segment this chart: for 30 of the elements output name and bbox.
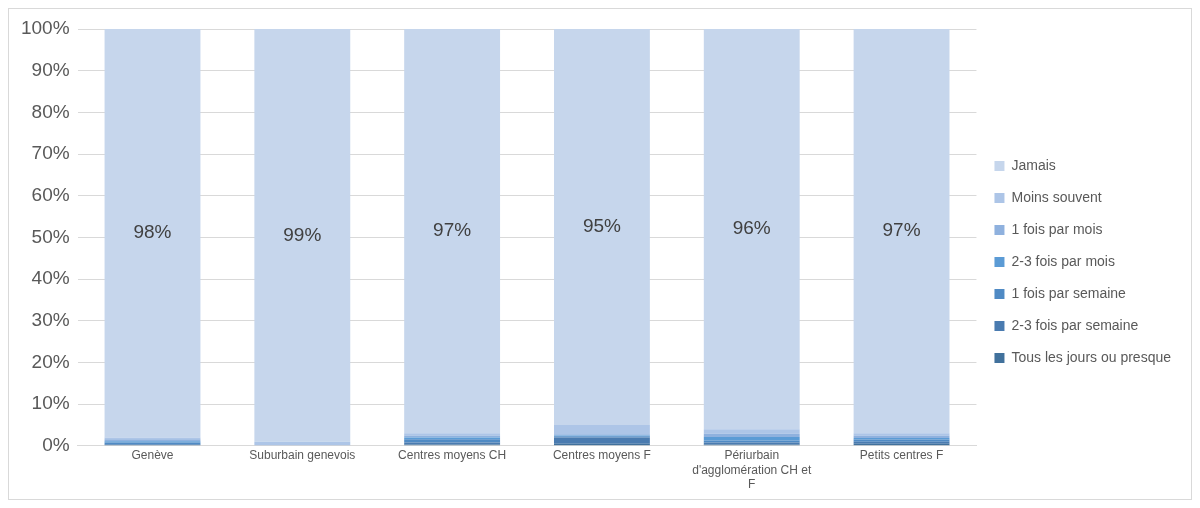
y-tick-label: 90% bbox=[31, 58, 70, 80]
x-tick-label: Périurbain d'agglomération CH et F bbox=[692, 448, 812, 492]
y-tick-label: 80% bbox=[31, 100, 70, 122]
legend-label: Moins souvent bbox=[1011, 188, 1102, 205]
data-label: 98% bbox=[133, 221, 172, 243]
legend-label: Tous les jours ou presque bbox=[1011, 348, 1172, 365]
y-tick-label: 50% bbox=[31, 225, 70, 247]
legend-label: 2-3 fois par mois bbox=[1011, 252, 1115, 269]
data-label: 97% bbox=[882, 219, 921, 241]
x-tick-label: Genève bbox=[131, 448, 174, 463]
y-tick-label: 10% bbox=[31, 392, 70, 414]
data-label: 97% bbox=[433, 219, 472, 241]
x-tick-label: Suburbain genevois bbox=[249, 448, 356, 463]
x-tick-label: Centres moyens CH bbox=[398, 448, 507, 463]
data-label: 99% bbox=[283, 223, 322, 245]
y-tick-label: 40% bbox=[31, 267, 70, 289]
data-label: 95% bbox=[582, 215, 622, 237]
y-tick-label: 30% bbox=[31, 308, 70, 330]
x-tick-label: Petits centres F bbox=[859, 448, 944, 463]
y-tick-label: 100% bbox=[20, 17, 70, 39]
y-tick-label: 70% bbox=[31, 142, 70, 164]
x-tick-label: Centres moyens F bbox=[552, 448, 651, 463]
legend-label: 2-3 fois par semaine bbox=[1011, 316, 1139, 333]
data-label: 96% bbox=[732, 217, 771, 239]
legend-label: 1 fois par mois bbox=[1011, 220, 1103, 237]
legend-label: Jamais bbox=[1011, 156, 1056, 173]
y-tick-label: 60% bbox=[31, 183, 70, 205]
legend-label: 1 fois par semaine bbox=[1011, 284, 1127, 301]
y-tick-label: 0% bbox=[42, 434, 70, 456]
y-tick-label: 20% bbox=[31, 350, 70, 372]
